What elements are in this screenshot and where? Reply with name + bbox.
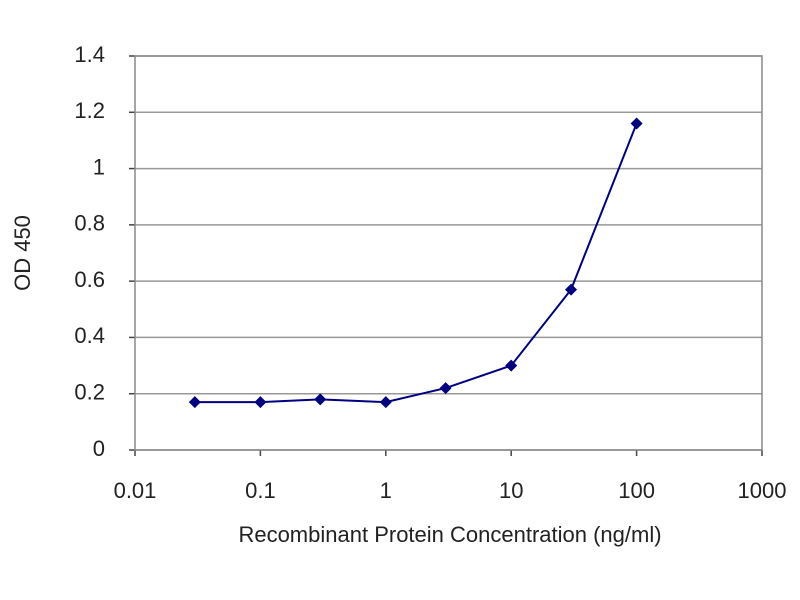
x-tick-label: 10: [499, 478, 523, 503]
y-tick-label: 1.4: [74, 42, 105, 67]
data-point: [314, 393, 327, 406]
y-axis-label: OD 450: [10, 215, 35, 291]
y-tick-label: 0.4: [74, 323, 105, 348]
data-point: [505, 359, 518, 372]
plot-frame: [134, 55, 763, 451]
data-point: [630, 117, 643, 130]
x-tick-label: 100: [618, 478, 655, 503]
y-tick-label: 0.8: [74, 211, 105, 236]
y-tick-label: 1.2: [74, 98, 105, 123]
x-axis-label: Recombinant Protein Concentration (ng/ml…: [238, 522, 661, 547]
x-tick-label: 1000: [738, 478, 787, 503]
data-point: [188, 396, 201, 409]
x-tick-label: 0.01: [114, 478, 157, 503]
y-tick-label: 0: [93, 436, 105, 461]
y-tick-label: 0.6: [74, 267, 105, 292]
data-point: [379, 396, 392, 409]
data-line: [194, 123, 638, 404]
data-point: [565, 283, 578, 296]
y-tick-label: 0.2: [74, 380, 105, 405]
x-tick-label: 1: [380, 478, 392, 503]
x-tick-label: 0.1: [245, 478, 276, 503]
y-tick-label: 1: [93, 154, 105, 179]
data-point: [439, 382, 452, 395]
data-point: [254, 396, 267, 409]
